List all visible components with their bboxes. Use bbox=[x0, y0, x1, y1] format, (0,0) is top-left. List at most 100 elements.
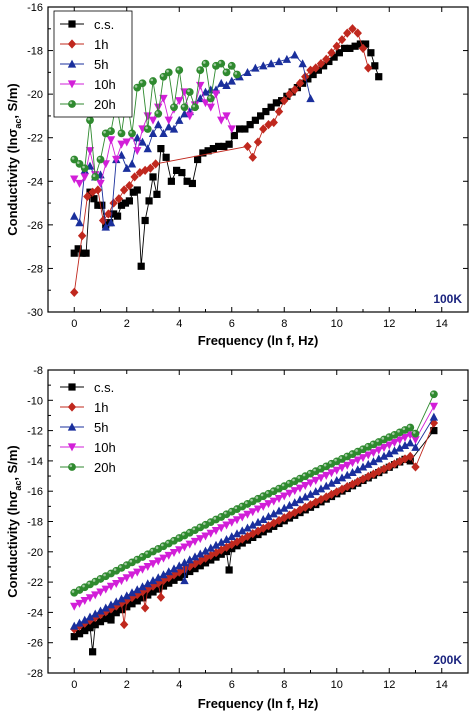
data-point bbox=[332, 487, 341, 497]
data-point bbox=[143, 579, 152, 588]
legend-label: 1h bbox=[94, 37, 108, 52]
data-point bbox=[201, 99, 210, 108]
data-point bbox=[196, 556, 205, 566]
legend-label: 5h bbox=[94, 420, 108, 435]
data-point bbox=[104, 209, 113, 219]
data-point bbox=[175, 66, 184, 75]
data-point bbox=[311, 63, 320, 73]
data-point bbox=[112, 155, 121, 164]
data-point bbox=[327, 469, 336, 478]
data-point bbox=[157, 145, 165, 153]
data-point bbox=[113, 212, 122, 220]
data-point bbox=[159, 94, 168, 103]
data-point bbox=[332, 41, 341, 51]
series-10h bbox=[70, 81, 236, 188]
data-point bbox=[211, 90, 221, 99]
series-10h bbox=[70, 402, 439, 611]
data-point bbox=[206, 543, 215, 552]
data-point bbox=[301, 502, 310, 512]
data-point bbox=[191, 565, 199, 573]
data-point bbox=[222, 534, 231, 543]
data-point bbox=[138, 79, 147, 88]
data-point bbox=[148, 128, 158, 137]
series-group bbox=[70, 390, 439, 656]
data-point bbox=[148, 116, 158, 125]
y-tick-label: -16 bbox=[27, 2, 43, 14]
data-point bbox=[337, 35, 347, 45]
data-point bbox=[211, 540, 221, 549]
data-point bbox=[282, 54, 292, 63]
data-point bbox=[175, 573, 183, 581]
data-point bbox=[248, 152, 257, 162]
data-point bbox=[117, 129, 126, 138]
data-point bbox=[269, 509, 278, 518]
data-point bbox=[154, 585, 162, 593]
data-point bbox=[89, 648, 97, 656]
data-point bbox=[75, 599, 84, 608]
y-tick-label: -12 bbox=[27, 426, 43, 438]
data-point bbox=[217, 545, 226, 555]
data-point bbox=[151, 159, 160, 169]
data-point bbox=[169, 570, 179, 580]
data-point bbox=[138, 565, 147, 574]
data-point bbox=[154, 120, 163, 129]
data-point bbox=[169, 564, 179, 573]
data-point bbox=[322, 54, 331, 64]
data-point bbox=[143, 563, 152, 572]
data-point bbox=[295, 484, 305, 493]
data-point bbox=[225, 566, 233, 574]
data-point bbox=[175, 115, 184, 124]
data-point bbox=[320, 62, 328, 70]
data-point bbox=[253, 505, 263, 514]
data-point bbox=[117, 606, 126, 614]
data-point bbox=[227, 518, 236, 527]
data-point bbox=[369, 457, 378, 466]
data-point bbox=[165, 579, 173, 587]
data-point bbox=[154, 103, 163, 112]
data-point bbox=[337, 464, 347, 473]
x-tick-label: 2 bbox=[124, 679, 130, 691]
data-point bbox=[246, 121, 254, 129]
data-point bbox=[185, 112, 194, 121]
data-point bbox=[204, 147, 212, 155]
y-tick-label: -30 bbox=[27, 307, 43, 319]
y-tick-label: -24 bbox=[27, 607, 43, 619]
legend-marker bbox=[67, 39, 77, 49]
data-point bbox=[290, 85, 299, 95]
data-point bbox=[301, 492, 310, 501]
data-point bbox=[325, 57, 333, 66]
data-point bbox=[112, 580, 121, 589]
legend-marker bbox=[68, 383, 76, 391]
data-point bbox=[201, 532, 210, 541]
data-point bbox=[190, 537, 200, 546]
data-point bbox=[259, 502, 268, 511]
data-point bbox=[101, 222, 110, 231]
series-1h bbox=[70, 24, 373, 297]
data-point bbox=[348, 24, 357, 34]
data-point bbox=[82, 249, 90, 257]
y-tick-label: -24 bbox=[27, 176, 43, 188]
legend-label: 1h bbox=[94, 400, 108, 415]
data-point bbox=[94, 201, 102, 209]
data-point bbox=[298, 59, 307, 68]
data-point bbox=[406, 423, 415, 432]
data-point bbox=[295, 495, 305, 504]
data-point bbox=[385, 449, 394, 458]
data-point bbox=[227, 61, 236, 70]
data-point bbox=[133, 186, 141, 194]
y-tick-label: -10 bbox=[27, 395, 43, 407]
data-point bbox=[337, 473, 347, 482]
data-point bbox=[220, 142, 228, 151]
data-point bbox=[125, 197, 133, 205]
data-point bbox=[390, 446, 399, 455]
legend-marker bbox=[68, 463, 76, 471]
data-point bbox=[199, 149, 207, 157]
data-point bbox=[167, 177, 175, 185]
data-point bbox=[164, 122, 173, 131]
y-tick-label: -22 bbox=[27, 133, 43, 145]
data-point bbox=[211, 548, 221, 558]
data-point bbox=[137, 262, 145, 270]
data-point bbox=[133, 147, 142, 156]
data-point bbox=[135, 167, 145, 178]
